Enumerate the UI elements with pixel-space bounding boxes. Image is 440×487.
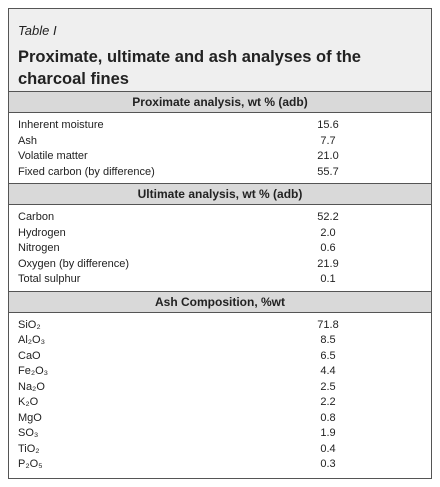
row-value: 15.6 xyxy=(317,119,339,131)
row-value: 4.4 xyxy=(320,365,336,377)
row-label: Ash xyxy=(18,134,37,147)
row-value: 2.5 xyxy=(320,380,336,393)
row-label: Nitrogen xyxy=(18,242,60,254)
row-label: K₂O xyxy=(18,396,39,408)
row-label: MgO xyxy=(18,411,42,424)
row-label: P₂O₅ xyxy=(18,458,43,470)
row-value: 7.7 xyxy=(320,134,336,147)
row-value: 0.4 xyxy=(320,442,336,455)
row-label: Carbon xyxy=(18,211,55,223)
row-label: SO₃ xyxy=(18,427,39,439)
row-value: 2.0 xyxy=(320,226,336,239)
row-label: Fe₂O₃ xyxy=(18,365,49,377)
row-value: 0.3 xyxy=(320,458,336,470)
row-value: 8.5 xyxy=(320,334,336,346)
row-label: Al₂O₃ xyxy=(18,334,46,346)
row-value: 71.8 xyxy=(317,318,339,331)
row-label: Hydrogen xyxy=(18,226,66,239)
row-value: 1.9 xyxy=(320,427,336,439)
row-value: 0.1 xyxy=(320,273,336,285)
table-label: Table I xyxy=(18,23,57,38)
row-label: SiO₂ xyxy=(18,318,41,331)
row-label: Inherent moisture xyxy=(18,119,104,131)
section-header: Ash Composition, %wt xyxy=(9,290,431,313)
row-value: 0.8 xyxy=(320,411,336,424)
row-label: Fixed carbon (by difference) xyxy=(18,165,155,178)
row-label: Na₂O xyxy=(18,380,45,393)
table-page: Table I Proximate, ultimate and ash anal… xyxy=(8,8,432,479)
row-value: 0.6 xyxy=(320,242,336,254)
row-value: 52.2 xyxy=(317,211,339,223)
row-value: 2.2 xyxy=(320,396,336,408)
row-label: TiO₂ xyxy=(18,442,40,455)
row-value: 55.7 xyxy=(317,165,339,178)
row-label: Total sulphur xyxy=(18,273,81,285)
row-value: 6.5 xyxy=(320,349,336,362)
row-value: 21.9 xyxy=(317,257,339,270)
row-label: CaO xyxy=(18,349,41,362)
section-header: Proximate analysis, wt % (adb) xyxy=(9,91,431,113)
table-header: Table I Proximate, ultimate and ash anal… xyxy=(9,9,431,91)
row-value: 21.0 xyxy=(317,150,339,162)
row-label: Volatile matter xyxy=(18,150,88,162)
row-label: Oxygen (by difference) xyxy=(18,257,130,270)
section-header: Ultimate analysis, wt % (adb) xyxy=(9,183,431,205)
table-title: Proximate, ultimate and ash analyses of … xyxy=(18,48,361,88)
